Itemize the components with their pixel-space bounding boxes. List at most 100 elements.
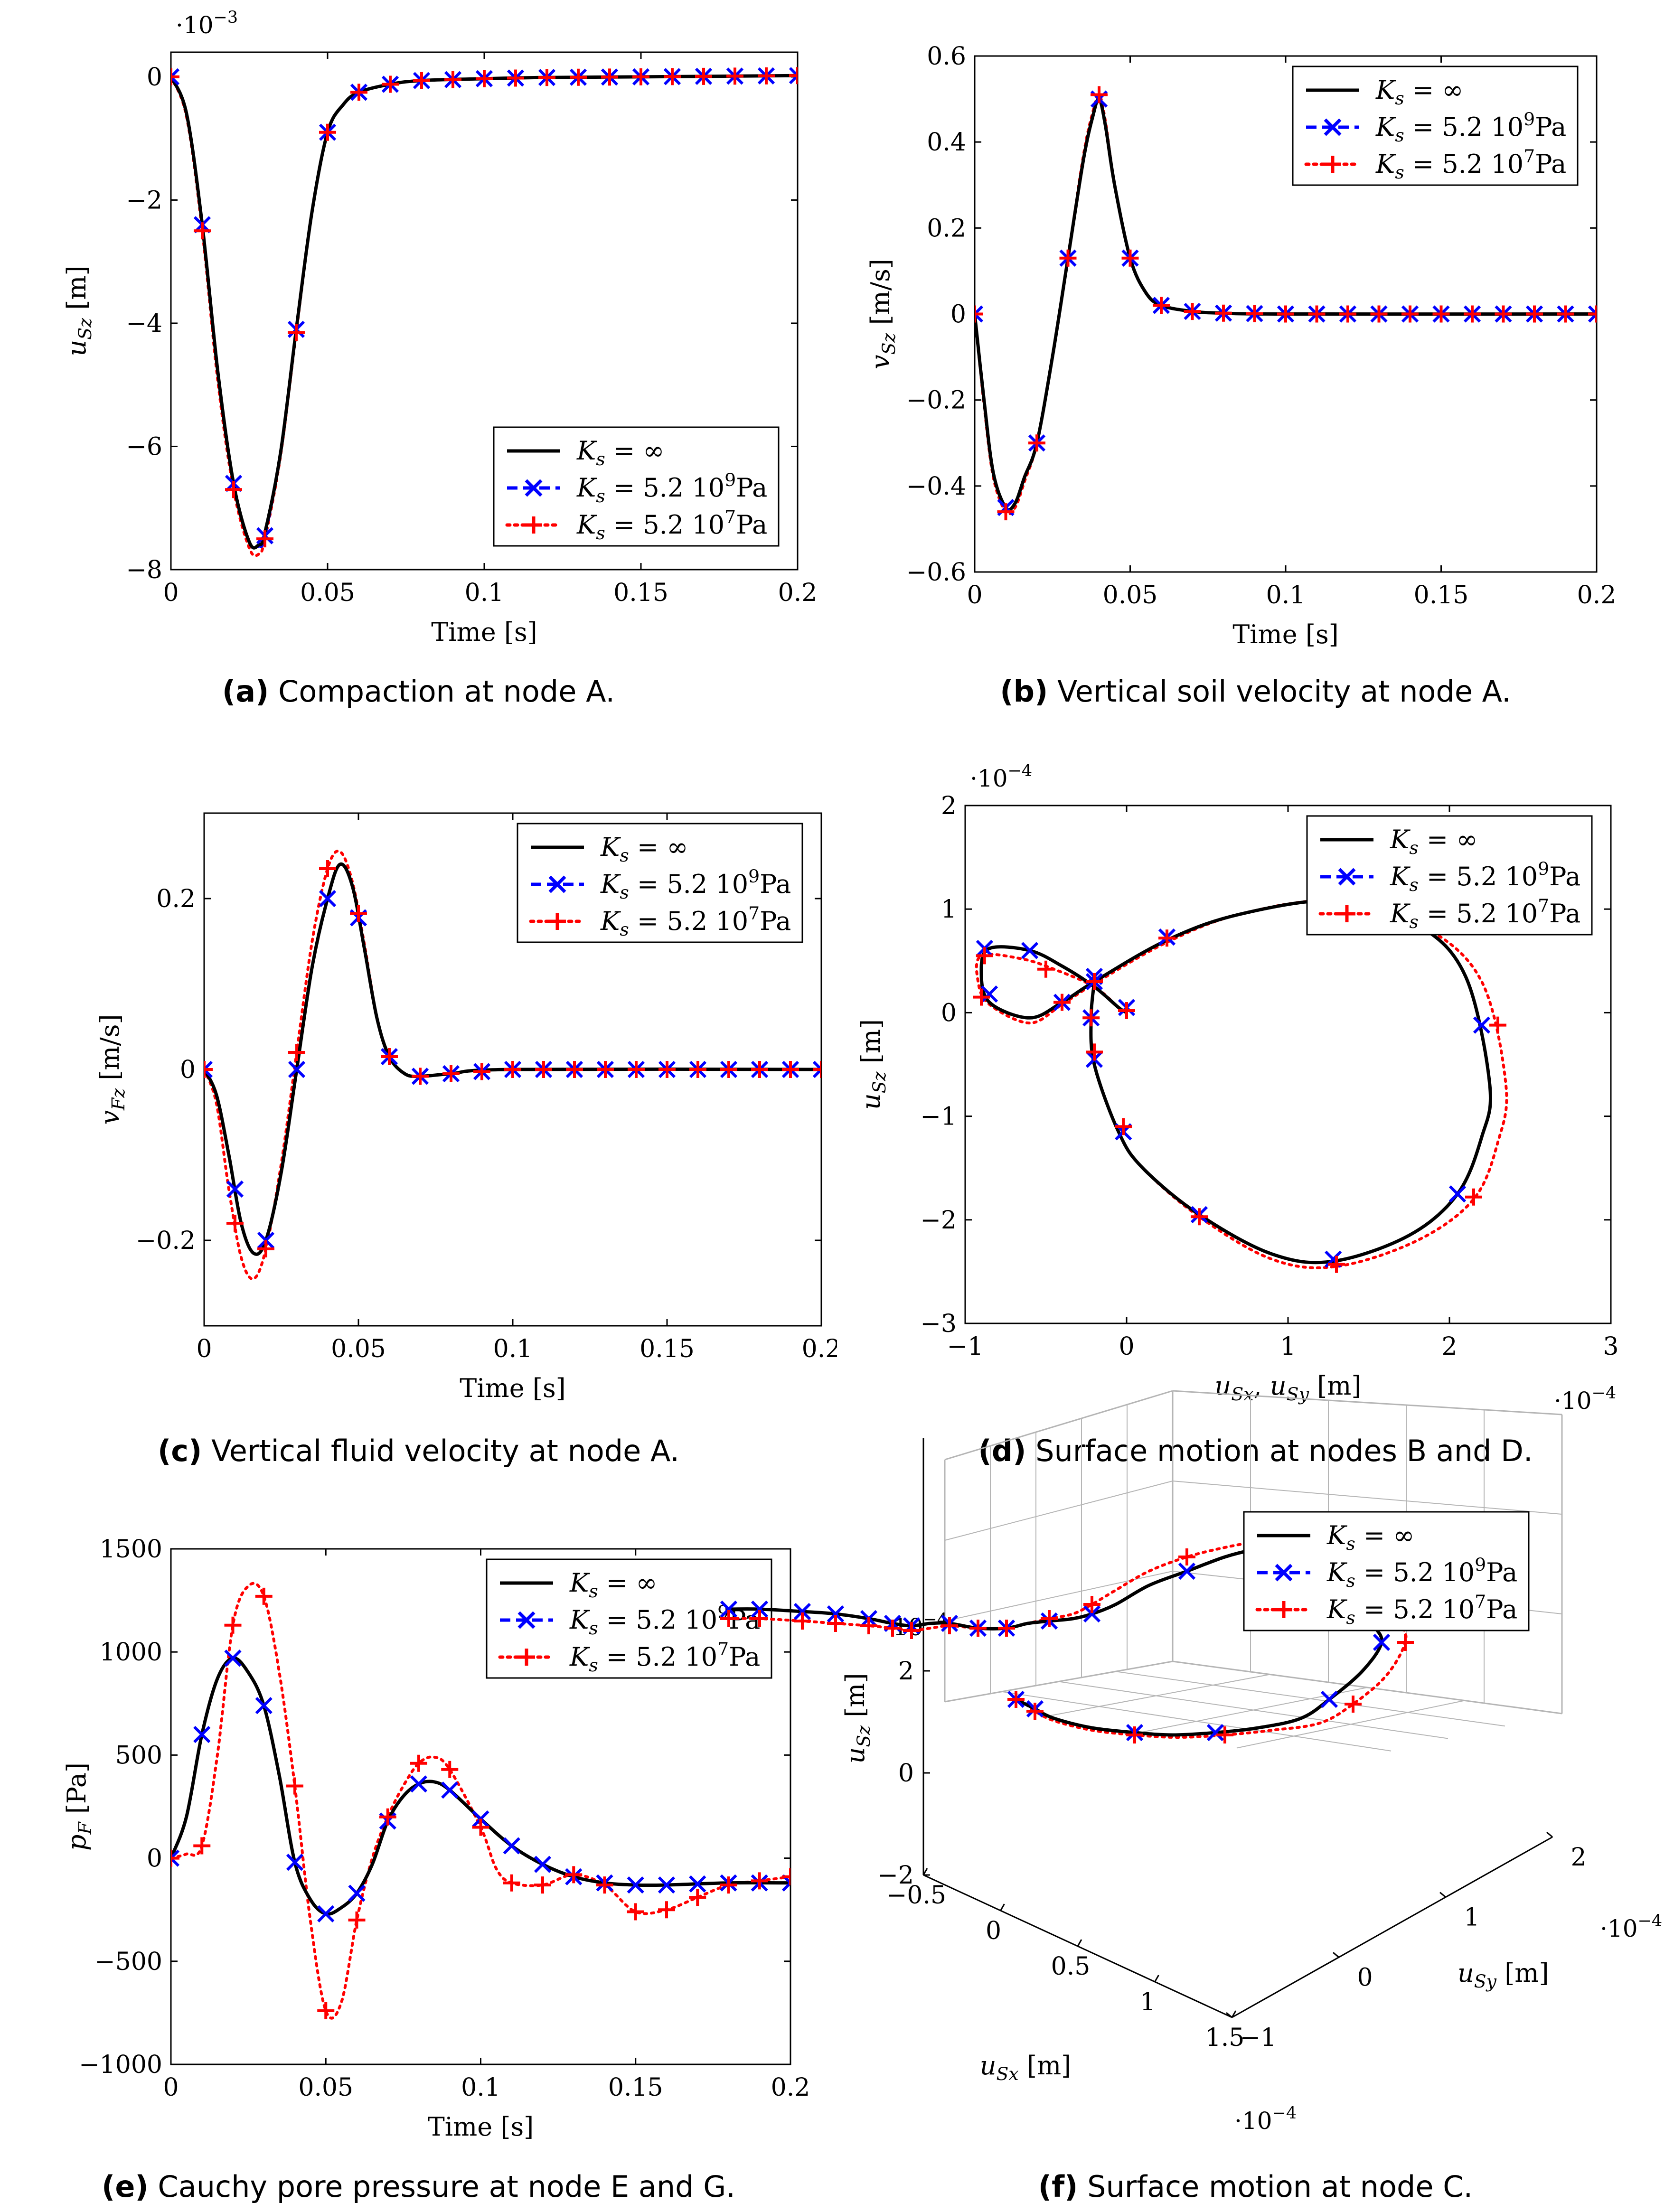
series-marker-e-1-8 <box>410 1775 428 1793</box>
legend-f-label-1: Ks​ = 5.2 109​Pa <box>1326 1554 1517 1591</box>
x-tick-label-a-1: 0.05 <box>300 579 355 607</box>
f-series-marker-2-12 <box>1178 1548 1195 1565</box>
f-floor-a-3 <box>1236 1700 1465 1749</box>
series-marker-c-2-0 <box>204 1061 213 1078</box>
series-marker-d-2-8 <box>1489 1016 1506 1034</box>
f-series-marker-1-11 <box>1083 1605 1101 1623</box>
series-line-d-0 <box>979 899 1493 1265</box>
caption-f: (f) Surface motion at node C. <box>837 2169 1674 2204</box>
series-marker-e-2-16 <box>658 1901 675 1919</box>
series-line-a-0 <box>171 74 798 550</box>
series-marker-d-2-14 <box>1082 1009 1100 1027</box>
y-tick-label-d-5: 2 <box>941 792 957 820</box>
series-marker-e-2-12 <box>534 1876 551 1894</box>
series-marker-a-2-16 <box>664 68 681 85</box>
series-marker-e-2-11 <box>503 1874 520 1892</box>
f-xtick-label-4: 1.5 <box>1205 2024 1245 2052</box>
series-marker-b-2-7 <box>1184 303 1201 320</box>
f-series-marker-1-7 <box>940 1614 959 1632</box>
series-marker-c-2-11 <box>535 1061 552 1078</box>
f-z-exponent: ·10−4​ <box>885 1610 948 1641</box>
x-tick-label-a-3: 0.15 <box>613 579 668 607</box>
series-marker-d-2-4 <box>973 988 990 1006</box>
caption-b-text: Vertical soil velocity at node A. <box>1048 674 1511 709</box>
series-marker-d-2-6 <box>1086 973 1103 990</box>
y-tick-label-e-4: 1000 <box>100 1638 162 1667</box>
legend-e-label-1: Ks​ = 5.2 109​Pa <box>569 1602 760 1639</box>
f-series-marker-1-13 <box>1287 1543 1305 1561</box>
legend-e-marker-2 <box>518 1649 535 1666</box>
f-floor-b-3 <box>1115 1671 1505 1727</box>
chart-b: 0 0.05 0.1 0.15 0.2 −0.6 −0.4 −0.2 0 0.2 0.4 0.6 Tim… <box>865 42 1616 649</box>
x-axis-label-a: Time [s] <box>431 617 537 647</box>
series-marker-e-2-9 <box>441 1761 459 1778</box>
series-marker-d-2-9 <box>1465 1188 1482 1206</box>
series-marker-c-2-2 <box>257 1240 274 1257</box>
y-tick-label-e-1: −500 <box>94 1948 162 1976</box>
series-marker-d-2-10 <box>1328 1256 1345 1273</box>
plot-area-e <box>171 1582 790 2020</box>
f-series-marker-1-10 <box>1040 1612 1058 1630</box>
series-marker-c-2-19 <box>782 1061 799 1078</box>
series-marker-d-1-8 <box>1473 1016 1491 1034</box>
caption-a: (a) Compaction at node A. <box>0 674 837 709</box>
series-marker-c-2-15 <box>658 1061 676 1078</box>
series-marker-d-2-7 <box>1158 929 1176 947</box>
x-tick-label-c-4: 0.2 <box>802 1335 837 1363</box>
series-marker-b-2-8 <box>1215 304 1232 322</box>
series-marker-e-1-11 <box>503 1837 520 1855</box>
f-series-marker-1-5 <box>884 1614 902 1632</box>
f-ztick-label-1: 0 <box>898 1759 914 1788</box>
series-marker-a-2-2 <box>225 481 242 498</box>
series-marker-c-2-8 <box>442 1065 460 1082</box>
f-series-marker-1-12 <box>1178 1562 1196 1580</box>
series-marker-e-2-20 <box>782 1868 790 1885</box>
series-marker-a-1-0 <box>171 68 180 86</box>
series-marker-b-2-10 <box>1277 305 1294 323</box>
f-xtick-label-2: 0.5 <box>1051 1952 1091 1981</box>
series-marker-a-2-7 <box>382 75 399 93</box>
series-marker-c-2-14 <box>628 1061 645 1078</box>
series-marker-b-1-20 <box>1588 305 1597 323</box>
f-series-marker-2-10 <box>1041 1610 1058 1627</box>
legend-b-marker-1 <box>1324 118 1342 136</box>
f-ztick-label-2: 2 <box>898 1657 914 1686</box>
f-series-marker-2-6 <box>903 1622 920 1639</box>
series-marker-e-2-19 <box>751 1872 768 1890</box>
series-marker-a-2-17 <box>695 67 712 85</box>
series-marker-a-2-3 <box>256 530 273 548</box>
chart-e: 0 0.05 0.1 0.15 0.2 −1000 −500 0 500 1000 1500 Time… <box>62 1535 810 2142</box>
y-exponent-d: ·10−4​ <box>970 761 1032 792</box>
legend-c-label-1: Ks​ = 5.2 109​Pa <box>600 866 791 903</box>
series-marker-c-2-10 <box>504 1061 521 1078</box>
series-marker-a-2-9 <box>444 71 461 88</box>
series-marker-d-1-9 <box>1448 1185 1467 1203</box>
series-marker-c-2-18 <box>751 1061 768 1078</box>
series-marker-b-2-15 <box>1432 305 1450 323</box>
y-tick-label-d-3: 0 <box>941 999 957 1027</box>
series-marker-c-2-9 <box>473 1063 490 1080</box>
series-marker-b-2-16 <box>1464 305 1481 323</box>
legend-a-marker-1 <box>525 479 543 497</box>
f-series-marker-2-16 <box>1345 1696 1362 1713</box>
series-marker-b-2-11 <box>1308 305 1326 323</box>
y-tick-label-d-4: 1 <box>941 895 957 924</box>
caption-e-text: Cauchy pore pressure at node E and G. <box>148 2169 735 2204</box>
f-ytick-label-3: 2 <box>1571 1843 1586 1872</box>
x-tick-label-a-4: 0.2 <box>778 579 818 607</box>
y-tick-label-b-3: 0 <box>950 300 966 329</box>
series-marker-b-2-3 <box>1059 249 1077 267</box>
series-marker-d-2-13 <box>1086 1043 1103 1061</box>
series-marker-d-2-11 <box>1191 1208 1208 1226</box>
x-tick-label-e-3: 0.15 <box>608 2073 663 2102</box>
series-marker-b-2-20 <box>1588 305 1597 323</box>
f-z-axis-label: uSz​ [m] <box>840 1673 874 1763</box>
f-xtick-1 <box>1000 1903 1005 1911</box>
f-series-marker-2-15 <box>1397 1634 1414 1651</box>
series-marker-b-2-12 <box>1339 305 1356 323</box>
y-tick-label-a-0: −8 <box>126 556 162 584</box>
series-marker-c-2-17 <box>720 1061 737 1078</box>
caption-d: (d) Surface motion at nodes B and D. <box>837 1434 1674 1468</box>
series-marker-e-1-5 <box>317 1905 335 1923</box>
f-box-0 <box>944 1660 1173 1703</box>
